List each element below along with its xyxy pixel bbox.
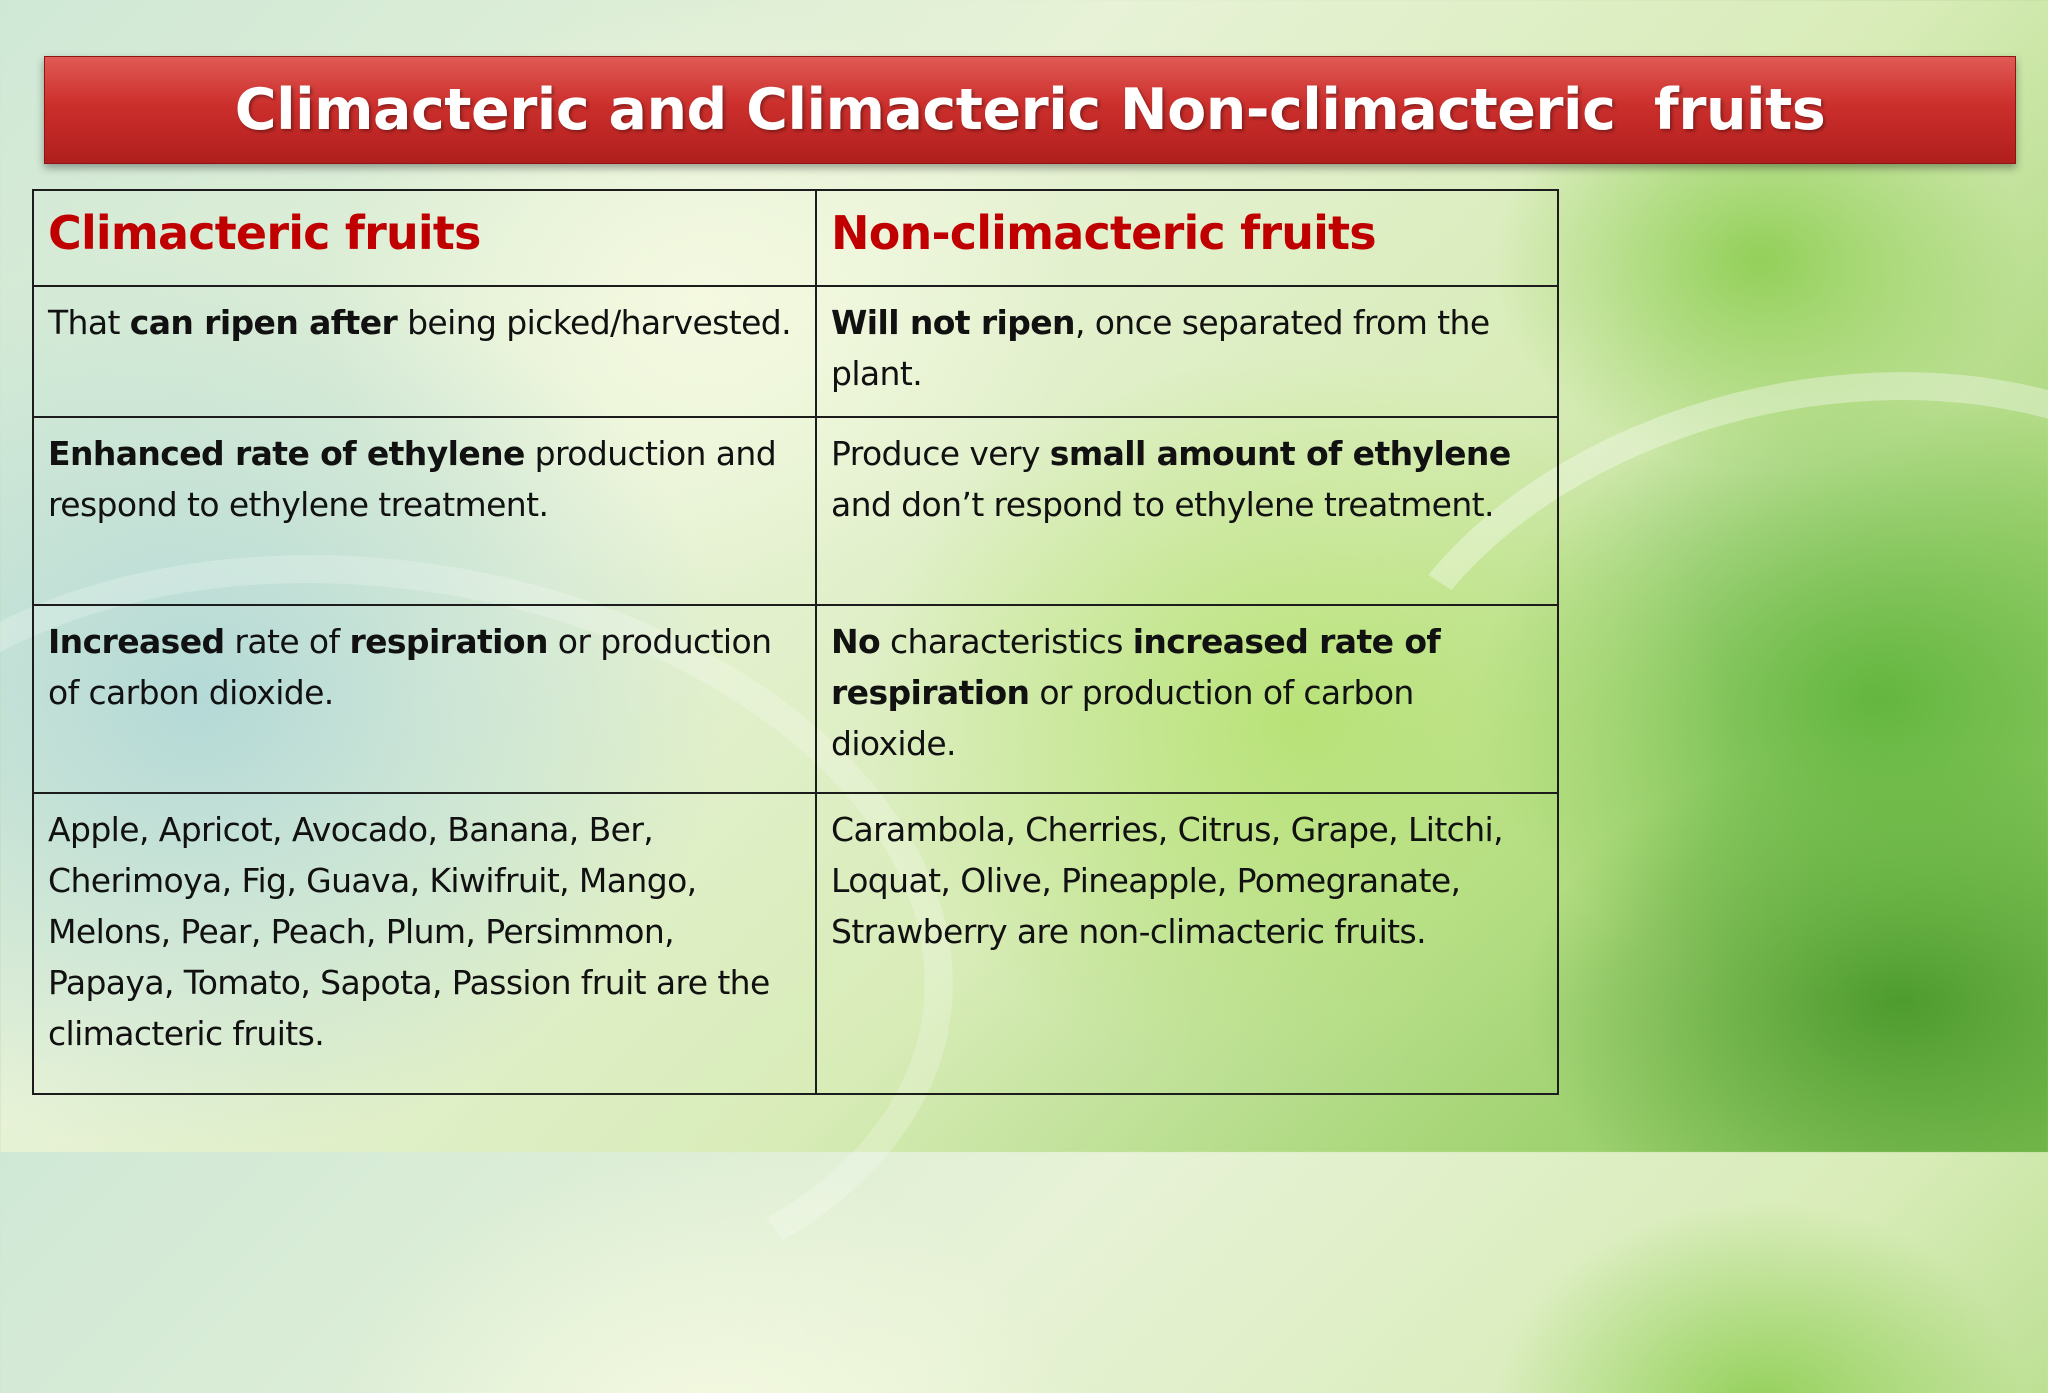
cell-bold-text: can ripen after — [129, 303, 398, 342]
cell-text: being picked/harvested. — [397, 303, 792, 342]
cell-climacteric-examples: Apple, Apricot, Avocado, Banana, Ber, Ch… — [32, 792, 817, 1095]
cell-text: Carambola, Cherries, Citrus, Grape, Litc… — [831, 810, 1504, 951]
cell-text: , once separated from the plant. — [831, 303, 1490, 393]
table-row: That can ripen after being picked/harves… — [32, 285, 1559, 418]
cell-non-climacteric-examples: Carambola, Cherries, Citrus, Grape, Litc… — [815, 792, 1559, 1095]
cell-text: Apple, Apricot, Avocado, Banana, Ber, Ch… — [48, 810, 770, 1053]
table-row: Apple, Apricot, Avocado, Banana, Ber, Ch… — [32, 792, 1559, 1095]
cell-climacteric-ethylene: Enhanced rate of ethylene production and… — [32, 416, 817, 606]
cell-non-climacteric-respiration: No characteristics increased rate of res… — [815, 604, 1559, 794]
title-banner: Climacteric and Climacteric Non-climacte… — [44, 56, 2016, 164]
table-row: Increased rate of respiration or product… — [32, 604, 1559, 794]
cell-text: Produce very — [831, 434, 1050, 473]
cell-text: That — [48, 303, 130, 342]
cell-text: or production of carbon dioxide. — [48, 622, 772, 712]
cell-text: and don’t respond to ethylene treatment. — [831, 485, 1495, 524]
cell-climacteric-respiration: Increased rate of respiration or product… — [32, 604, 817, 794]
cell-text: rate of — [224, 622, 350, 661]
header-climacteric: Climacteric fruits — [32, 189, 817, 287]
cell-bold-text: increased rate of respiration — [831, 622, 1441, 712]
cell-bold-text: No — [831, 622, 881, 661]
cell-text: production and respond to ethylene treat… — [48, 434, 777, 524]
cell-non-climacteric-ripening: Will not ripen, once separated from the … — [815, 285, 1559, 418]
cell-text: characteristics — [880, 622, 1133, 661]
comparison-table: Climacteric fruits Non-climacteric fruit… — [32, 189, 1559, 1095]
cell-text: or production of carbon dioxide. — [831, 673, 1414, 763]
cell-bold-text: Increased — [48, 622, 225, 661]
cell-climacteric-ripening: That can ripen after being picked/harves… — [32, 285, 817, 418]
cell-bold-text: respiration — [349, 622, 548, 661]
table-row: Enhanced rate of ethylene production and… — [32, 416, 1559, 606]
header-non-climacteric: Non-climacteric fruits — [815, 189, 1559, 287]
slide-title: Climacteric and Climacteric Non-climacte… — [234, 77, 1826, 143]
cell-bold-text: Enhanced rate of ethylene — [48, 434, 525, 473]
table-header-row: Climacteric fruits Non-climacteric fruit… — [32, 189, 1559, 287]
cell-non-climacteric-ethylene: Produce very small amount of ethylene an… — [815, 416, 1559, 606]
cell-bold-text: Will not ripen — [831, 303, 1076, 342]
cell-bold-text: small amount of ethylene — [1049, 434, 1511, 473]
